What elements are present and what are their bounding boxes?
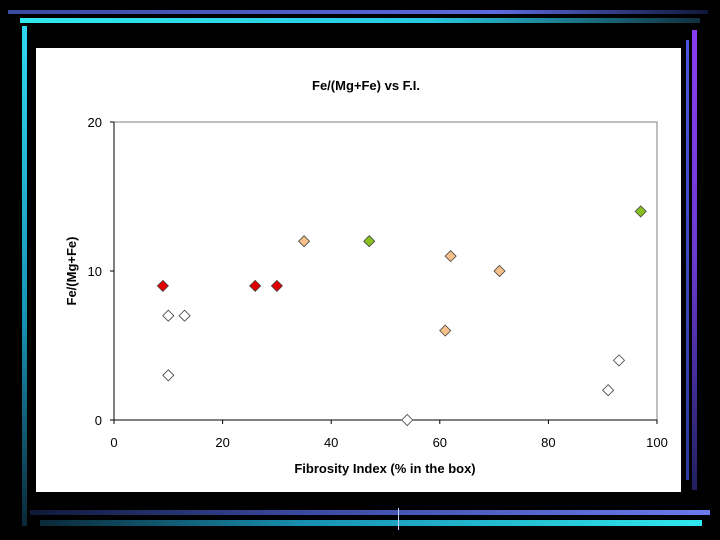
tick-labels: 0 20 40 60 80 100 0 10 20 [88,115,668,450]
data-point [493,264,506,278]
data-point [612,354,626,367]
data-point [602,384,615,397]
data-point [439,324,452,337]
data-point [634,205,647,218]
y-tick-label: 0 [95,413,102,428]
decorative-bar-right-violet [692,30,697,490]
decorative-bar-top-cyan [20,18,700,23]
decorative-divider [398,508,399,530]
data-point [297,235,311,248]
data-points [156,205,647,427]
data-point [162,309,175,322]
x-tick-label: 80 [541,435,555,450]
x-tick-label: 60 [433,435,447,450]
decorative-bar-bottom-blue [30,510,710,515]
x-tick-label: 0 [110,435,117,450]
axes [110,121,658,424]
data-point [178,309,191,322]
data-point [156,279,169,292]
y-tick-label: 20 [88,115,102,130]
decorative-bar-top-blue [8,10,708,14]
chart-panel: Fe/(Mg+Fe) vs F.I. 0 20 40 60 80 100 0 10 20 Fib… [36,48,681,492]
data-point [249,279,262,292]
x-tick-label: 20 [215,435,229,450]
plot-area [113,121,658,421]
data-point [270,279,283,292]
decorative-bar-left-cyan [22,26,27,526]
x-axis-label: Fibrosity Index (% in the box) [294,461,475,476]
y-tick-label: 10 [88,264,102,279]
x-tick-label: 100 [646,435,668,450]
scatter-chart: Fe/(Mg+Fe) vs F.I. 0 20 40 60 80 100 0 10 20 Fib… [64,78,668,476]
decorative-bar-bottom-cyan [40,520,702,526]
data-point [363,235,376,248]
y-axis-label: Fe/(Mg+Fe) [64,237,79,306]
data-point [401,413,414,427]
data-point [444,250,457,263]
decorative-bar-right-blue [686,40,689,480]
data-point [162,369,175,382]
x-tick-label: 40 [324,435,338,450]
chart-title: Fe/(Mg+Fe) vs F.I. [312,78,420,93]
